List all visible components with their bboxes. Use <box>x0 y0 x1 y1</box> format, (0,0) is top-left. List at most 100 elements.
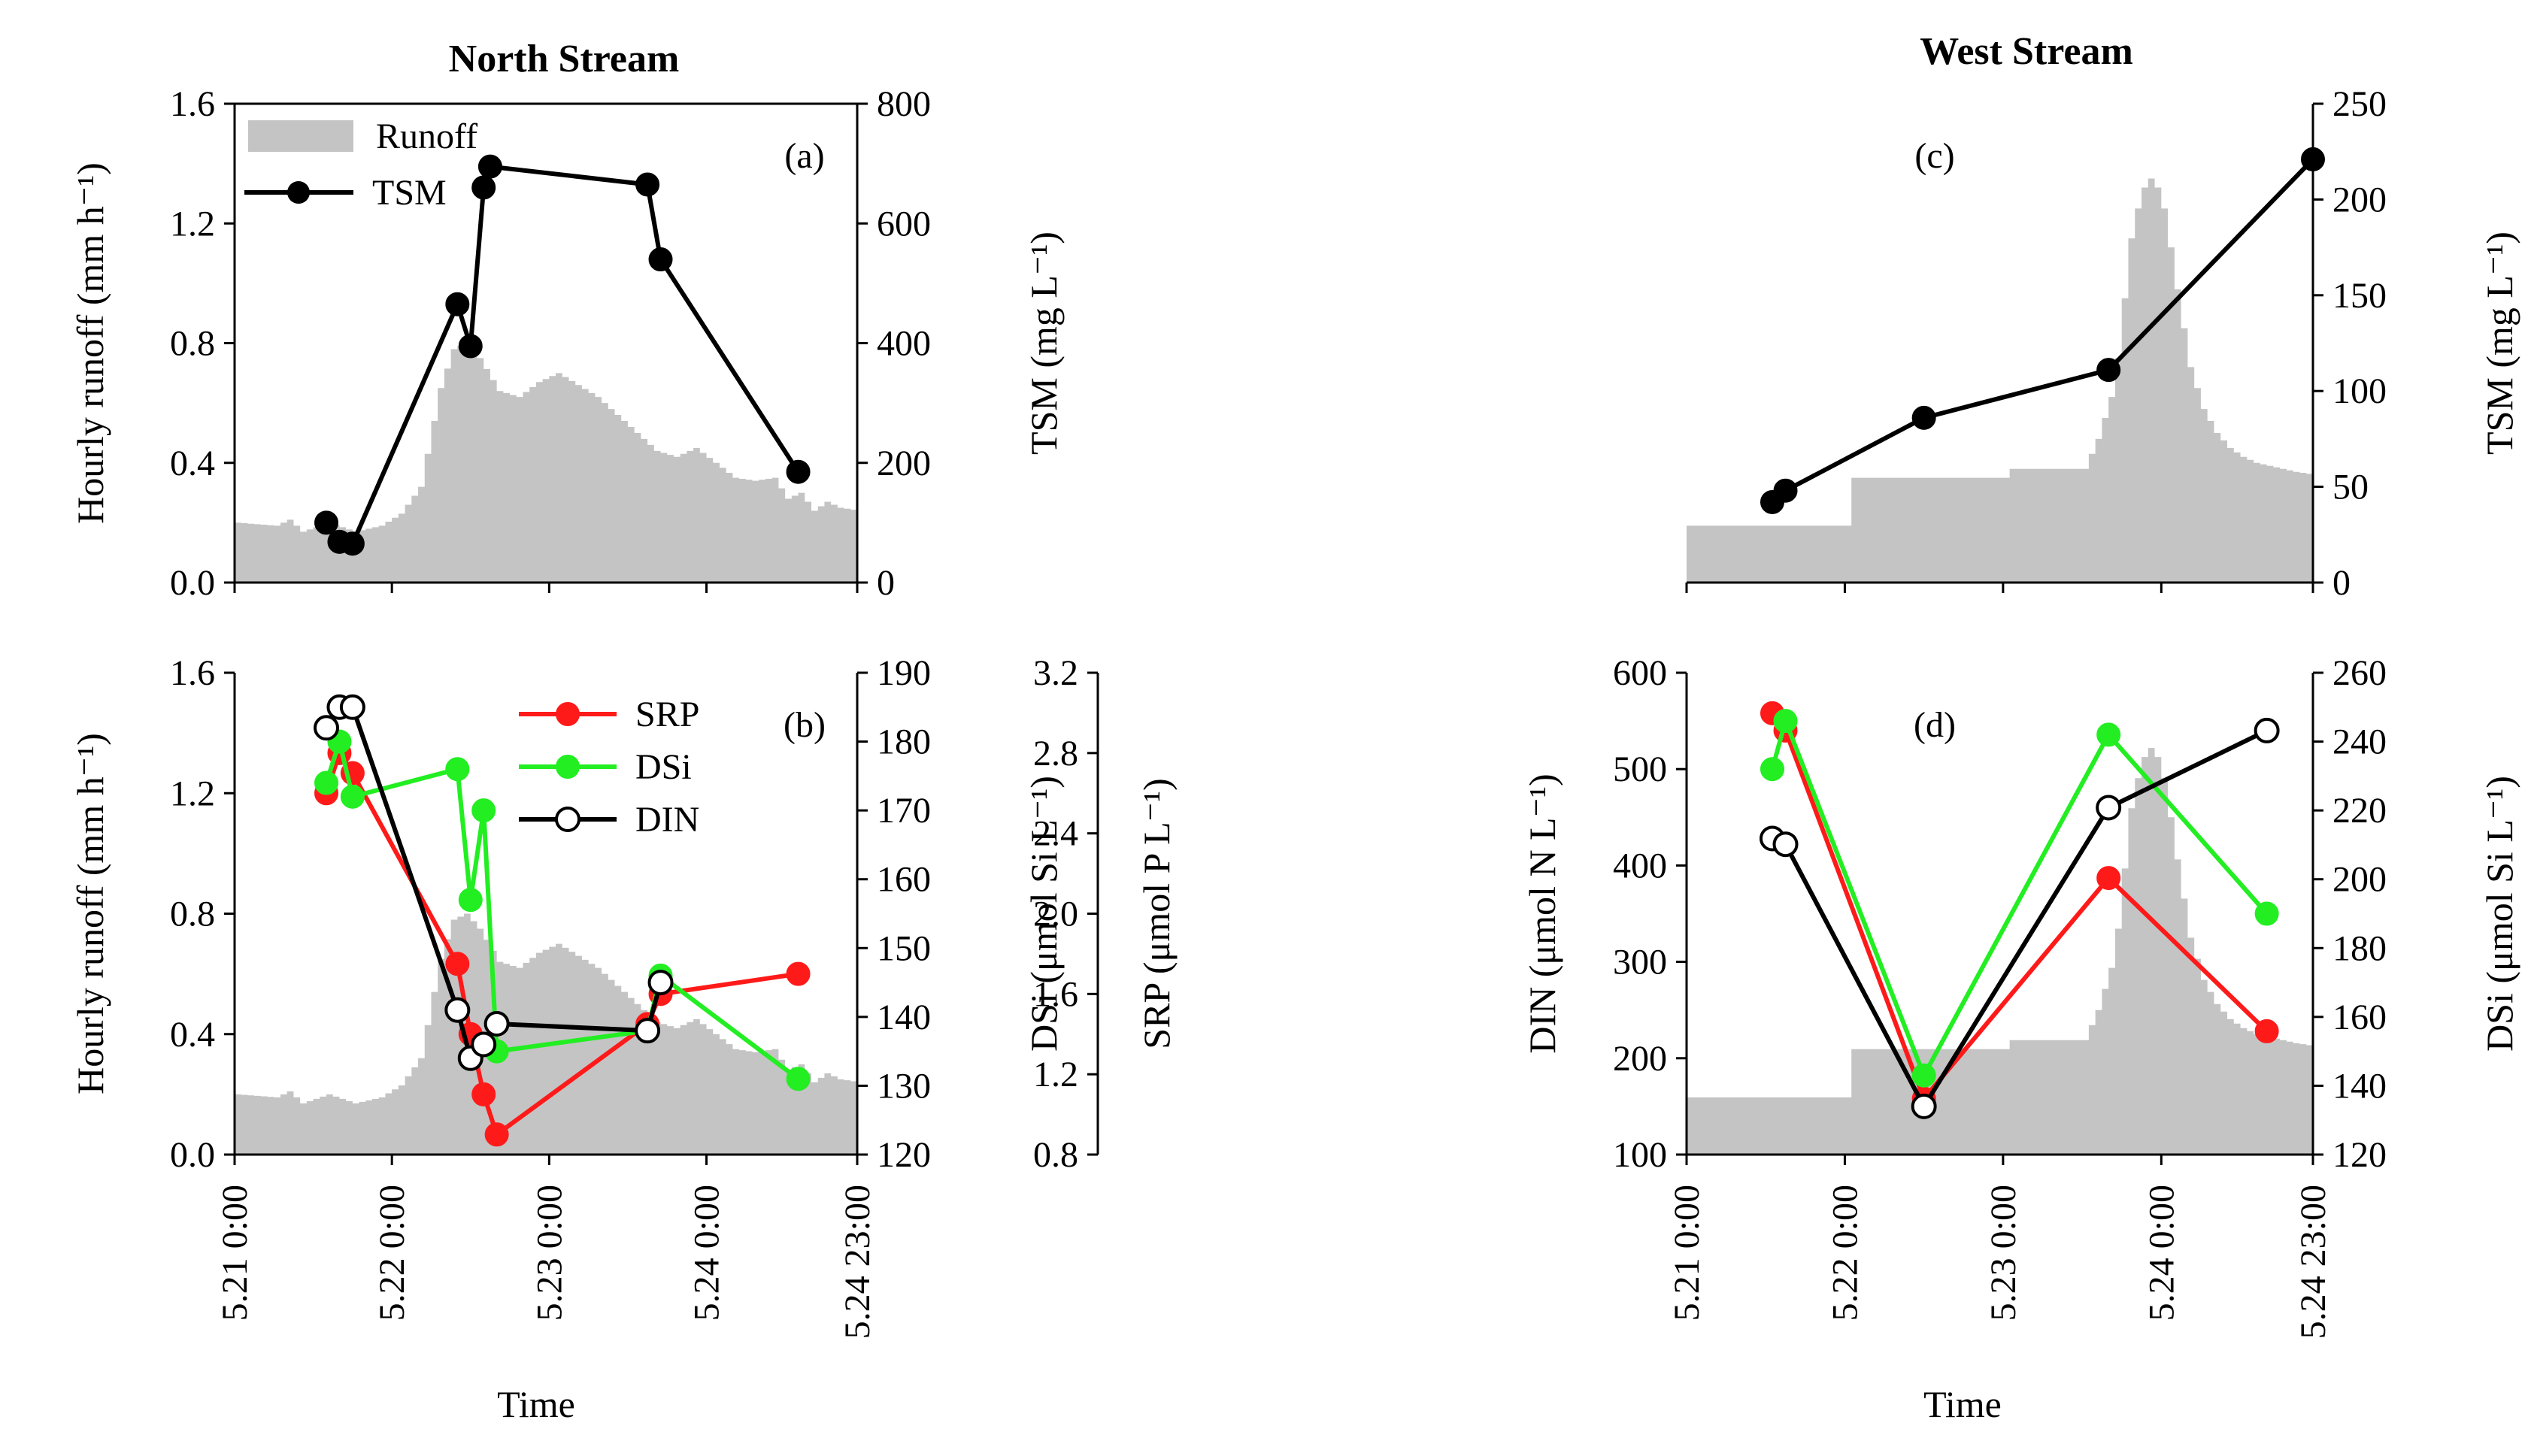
point-a-tsm-5 <box>471 175 496 200</box>
x-tick-label-b-3: 5.24 0:00 <box>687 1185 727 1321</box>
x-tick-label-b-4: 5.24 23:00 <box>838 1185 878 1339</box>
y-tick-label-b-1: 0.4 <box>170 1015 215 1055</box>
y2-axis-label-c: TSM (mg L⁻¹) <box>2478 232 2520 455</box>
x-tick-label-b-2: 5.23 0:00 <box>529 1185 569 1321</box>
axes-b <box>224 671 1099 1165</box>
point-d-din-2 <box>1911 1093 1937 1119</box>
y2-tick-label-d-1: 140 <box>2332 1066 2387 1106</box>
y2-axis-label-d: DSi (μmol Si L⁻¹) <box>2478 776 2520 1052</box>
point-b-dsi-0 <box>314 770 339 795</box>
y2-tick-label-c-3: 150 <box>2332 276 2387 316</box>
point-d-dsi-4 <box>2254 901 2279 926</box>
point-b-srp-6 <box>484 1122 509 1147</box>
y-tick-label-d-0: 100 <box>1613 1135 1667 1175</box>
x-tick-label-d-3: 5.24 0:00 <box>2141 1185 2181 1321</box>
legend-srp-marker <box>556 702 580 726</box>
y2-tick-label-b-7: 190 <box>877 653 931 693</box>
point-b-srp-3 <box>445 952 470 976</box>
axes-d <box>1676 671 2323 1165</box>
y2-tick-label-c-5: 250 <box>2332 84 2387 124</box>
y2-axis-label-a: TSM (mg L⁻¹) <box>1023 232 1065 455</box>
y3-tick-label-b-4: 2.4 <box>1033 814 1078 854</box>
legend-din-label: DIN <box>635 800 699 840</box>
point-a-tsm-3 <box>445 292 470 316</box>
point-b-dsi-3 <box>445 757 470 782</box>
y3-tick-label-b-0: 0.8 <box>1033 1135 1078 1175</box>
y2-tick-label-b-4: 160 <box>877 860 931 900</box>
y-tick-label-a-3: 1.2 <box>170 204 215 244</box>
y2-tick-label-d-6: 240 <box>2332 722 2387 762</box>
y-tick-label-a-4: 1.6 <box>170 84 215 124</box>
legend-tsm-label: TSM <box>372 173 447 213</box>
panel-label-b: (b) <box>784 705 826 745</box>
y2-tick-label-b-0: 120 <box>877 1135 931 1175</box>
axes-c <box>1685 102 2323 593</box>
point-d-dsi-3 <box>2096 722 2121 747</box>
panel-a-north-runoff-tsm: 0.0 0.4 0.8 1.2 1.6 0 200 400 600 800 Hourly runof… <box>69 84 1065 603</box>
x-tick-label-d-1: 5.22 0:00 <box>1825 1185 1865 1321</box>
point-a-tsm-6 <box>477 154 502 179</box>
point-c-tsm-1 <box>1773 478 1798 503</box>
legend-a: Runoff TSM <box>244 117 477 213</box>
panel-label-d: (d) <box>1914 705 1956 745</box>
y2-tick-label-c-1: 50 <box>2332 468 2369 507</box>
y2-tick-label-c-0: 0 <box>2332 563 2351 603</box>
title-west-stream: West Stream <box>1920 30 2133 73</box>
point-b-din-3 <box>444 997 471 1023</box>
axes-a <box>224 102 868 593</box>
x-tick-label-b-1: 5.22 0:00 <box>372 1185 412 1321</box>
y3-tick-label-b-5: 2.8 <box>1033 734 1078 773</box>
runoff-area-c <box>1687 178 2313 583</box>
point-a-tsm-4 <box>458 334 483 359</box>
y-tick-label-d-1: 200 <box>1613 1039 1667 1079</box>
panel-label-a: (a) <box>784 136 824 176</box>
point-d-din-1 <box>1772 831 1799 858</box>
y-axis-label-d: DIN (μmol N L⁻¹) <box>1521 773 1563 1053</box>
panel-c-west-runoff-tsm: 0 50 100 150 200 250 TSM (mg L⁻¹) (c) <box>1685 84 2520 603</box>
y2-tick-label-b-6: 180 <box>877 722 931 762</box>
point-b-srp-5 <box>471 1082 496 1106</box>
y-axis-label-a: Hourly runoff (mm h⁻¹) <box>69 162 111 524</box>
panel-b-north-runoff-nutrients: 5.21 0:00 5.22 0:00 5.23 0:00 5.24 0:00 5.24… <box>69 653 1178 1339</box>
point-c-tsm-4 <box>2301 147 2325 171</box>
x-axis-label-north: Time <box>497 1383 575 1425</box>
legend-dsi-marker <box>556 755 580 779</box>
x-tick-label-b-0: 5.21 0:00 <box>215 1185 255 1321</box>
legend-b: SRP DSi DIN <box>519 695 699 840</box>
y2-tick-label-a-2: 400 <box>877 324 931 364</box>
panel-label-c: (c) <box>1914 136 1954 176</box>
y2-tick-label-b-3: 150 <box>877 928 931 968</box>
y-tick-label-b-3: 1.2 <box>170 773 215 813</box>
point-a-tsm-9 <box>786 459 811 484</box>
y-tick-label-a-1: 0.4 <box>170 443 215 483</box>
y2-tick-label-b-1: 130 <box>877 1066 931 1106</box>
y2-tick-label-c-4: 200 <box>2332 180 2387 219</box>
point-d-dsi-0 <box>1760 757 1784 782</box>
legend-dsi-label: DSi <box>635 747 692 787</box>
panel-d-west-runoff-nutrients: 5.21 0:00 5.22 0:00 5.23 0:00 5.24 0:00 5.24… <box>1521 653 2520 1339</box>
y2-tick-label-d-3: 180 <box>2332 928 2387 968</box>
y3-tick-label-b-6: 3.2 <box>1033 653 1078 693</box>
x-tick-label-d-2: 5.23 0:00 <box>1984 1185 2023 1321</box>
point-c-tsm-3 <box>2096 358 2121 383</box>
point-b-dsi-2 <box>340 784 365 809</box>
point-b-dsi-9 <box>786 1067 811 1091</box>
y-axis-label-b: Hourly runoff (mm h⁻¹) <box>69 733 111 1094</box>
point-d-srp-3 <box>2096 866 2121 891</box>
y2-tick-label-a-1: 200 <box>877 443 931 483</box>
point-b-din-7 <box>635 1018 661 1044</box>
y-tick-label-b-4: 1.6 <box>170 653 215 693</box>
point-c-tsm-2 <box>1911 405 1936 430</box>
y2-tick-label-d-4: 200 <box>2332 860 2387 900</box>
legend-din-marker <box>555 807 580 832</box>
y-tick-label-b-0: 0.0 <box>170 1135 215 1175</box>
y2-tick-label-a-4: 800 <box>877 84 931 124</box>
point-b-din-5 <box>471 1031 497 1058</box>
point-b-dsi-4 <box>458 888 483 913</box>
y2-tick-label-d-5: 220 <box>2332 791 2387 831</box>
y-tick-label-a-2: 0.8 <box>170 324 215 364</box>
runoff-area-a <box>235 343 857 583</box>
y3-axis-label-b: SRP (μmol P L⁻¹) <box>1135 778 1178 1049</box>
point-a-tsm-8 <box>648 247 673 272</box>
